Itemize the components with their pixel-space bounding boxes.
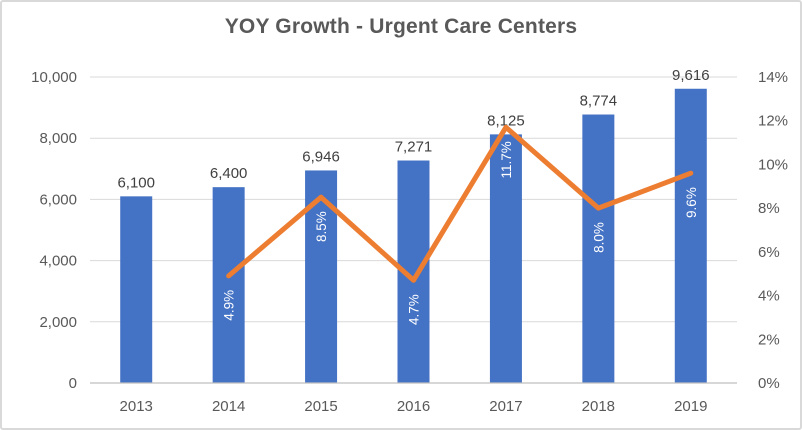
x-axis-tick-2019: 2019 [674, 398, 707, 415]
chart-title: YOY Growth - Urgent Care Centers [224, 15, 578, 38]
x-axis-tick-2013: 2013 [120, 398, 153, 415]
line-percent-label-2017: 11.7% [499, 141, 514, 178]
y-axis-tick-right: 4% [758, 288, 780, 305]
bar-2019 [674, 88, 707, 383]
bar-2013 [120, 196, 153, 383]
y-axis-tick-right: 14% [758, 69, 788, 86]
y-axis-tick-left: 4,000 [39, 253, 77, 270]
y-axis-tick-right: 8% [758, 200, 780, 217]
y-axis-tick-right: 10% [758, 156, 788, 173]
x-axis-tick-2016: 2016 [397, 398, 430, 415]
x-axis-tick-2018: 2018 [582, 398, 615, 415]
bar-value-label-2014: 6,400 [210, 165, 248, 182]
line-percent-label-2019: 9.6% [684, 187, 699, 218]
bar-value-label-2019: 9,616 [672, 67, 710, 84]
y-axis-tick-left: 8,000 [39, 130, 77, 147]
y-axis-tick-right: 2% [758, 331, 780, 348]
x-axis-tick-2017: 2017 [489, 398, 522, 415]
line-percent-label-2018: 8.0% [591, 222, 606, 253]
line-percent-label-2016: 4.7% [407, 294, 422, 325]
line-percent-label-2015: 8.5% [314, 211, 329, 242]
x-axis-tick-2015: 2015 [304, 398, 337, 415]
y-axis-tick-left: 6,000 [39, 191, 77, 208]
bar-value-label-2016: 7,271 [395, 139, 433, 156]
y-axis-tick-left: 2,000 [39, 314, 77, 331]
bar-value-label-2015: 6,946 [302, 148, 340, 165]
y-axis-tick-left: 0 [69, 375, 77, 392]
bar-value-label-2013: 6,100 [117, 174, 155, 191]
bar-value-label-2017: 8,125 [487, 112, 525, 129]
line-percent-label-2014: 4.9% [222, 290, 237, 321]
bar-value-label-2018: 8,774 [580, 93, 618, 110]
y-axis-tick-right: 6% [758, 244, 780, 261]
bar-2018 [582, 114, 615, 384]
y-axis-tick-left: 10,000 [31, 69, 77, 86]
y-axis-tick-right: 0% [758, 375, 780, 392]
bar-2014 [212, 187, 245, 383]
x-axis-tick-2014: 2014 [212, 398, 245, 415]
bar-2015 [305, 170, 338, 383]
y-axis-tick-right: 12% [758, 113, 788, 130]
growth-line [226, 124, 694, 283]
bar-2017 [489, 134, 522, 383]
